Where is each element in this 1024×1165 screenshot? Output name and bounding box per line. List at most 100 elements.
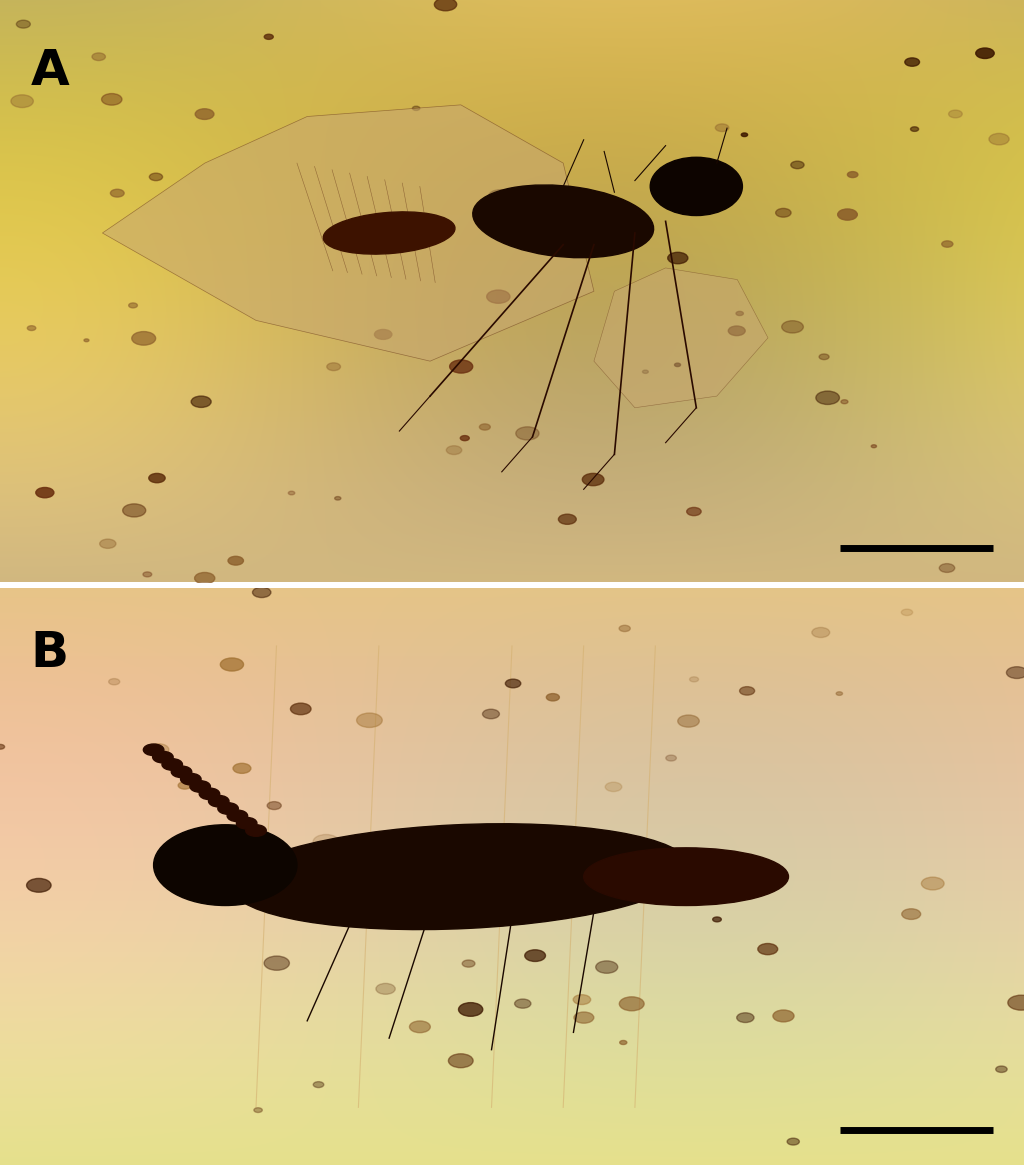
Circle shape [413,106,420,111]
Circle shape [129,303,137,308]
Circle shape [410,1021,430,1032]
Circle shape [573,995,591,1004]
Circle shape [716,123,729,132]
Circle shape [11,94,34,107]
Ellipse shape [324,212,455,254]
Circle shape [180,774,201,785]
Circle shape [515,1000,530,1008]
Circle shape [143,744,164,756]
Circle shape [510,834,526,843]
Circle shape [246,825,266,836]
Circle shape [736,1012,754,1023]
Ellipse shape [473,185,653,257]
Circle shape [687,508,701,516]
Circle shape [143,572,152,577]
Polygon shape [102,105,594,361]
Circle shape [171,767,191,777]
Circle shape [16,20,31,28]
Circle shape [228,557,244,565]
Circle shape [291,704,311,714]
Circle shape [605,782,622,791]
Circle shape [36,487,54,497]
Circle shape [109,678,120,685]
Circle shape [573,1012,594,1023]
Circle shape [713,917,721,922]
Circle shape [848,171,858,177]
Circle shape [781,320,804,333]
Polygon shape [594,268,768,408]
Circle shape [237,818,257,829]
Circle shape [479,424,490,430]
Circle shape [233,763,251,774]
Circle shape [446,446,462,454]
Circle shape [253,587,271,598]
Circle shape [335,496,341,500]
Circle shape [620,1040,627,1045]
Circle shape [775,209,792,217]
Text: B: B [31,629,69,677]
Circle shape [922,877,944,890]
Circle shape [689,677,698,682]
Circle shape [942,241,953,247]
Circle shape [787,1138,800,1145]
Circle shape [148,473,165,482]
Circle shape [558,514,577,524]
Circle shape [871,445,877,447]
Circle shape [819,354,829,360]
Circle shape [200,788,220,799]
Circle shape [791,161,804,169]
Circle shape [739,686,755,696]
Circle shape [459,1003,482,1016]
Circle shape [191,396,211,408]
Circle shape [596,961,617,973]
Circle shape [150,174,163,181]
Circle shape [736,311,743,316]
Circle shape [910,127,919,132]
Circle shape [153,751,173,763]
Circle shape [812,628,829,637]
Circle shape [327,362,341,370]
Circle shape [989,133,1009,144]
Ellipse shape [584,848,788,905]
Circle shape [583,473,604,486]
Circle shape [728,326,745,336]
Circle shape [289,492,295,495]
Circle shape [313,834,339,849]
Ellipse shape [650,157,742,216]
Circle shape [147,743,169,756]
Ellipse shape [231,824,690,930]
Circle shape [905,58,920,66]
Circle shape [264,956,290,970]
Circle shape [948,110,963,118]
Circle shape [132,332,156,345]
Circle shape [939,564,954,572]
Circle shape [532,224,554,235]
Circle shape [196,108,214,120]
Circle shape [434,0,457,10]
Circle shape [837,692,843,696]
Circle shape [84,339,89,341]
Circle shape [162,758,182,770]
Circle shape [92,52,105,61]
Circle shape [995,1066,1008,1073]
Circle shape [1008,995,1024,1010]
Circle shape [0,744,4,749]
Circle shape [189,781,210,792]
Circle shape [482,709,500,719]
Circle shape [642,370,648,374]
Circle shape [264,34,273,40]
Circle shape [209,796,229,807]
Circle shape [267,802,282,810]
Circle shape [976,48,994,58]
Circle shape [123,503,145,517]
Circle shape [901,609,912,615]
Circle shape [547,693,559,701]
Circle shape [486,290,510,303]
Circle shape [620,997,644,1011]
Circle shape [506,679,521,687]
Circle shape [254,1108,262,1113]
Circle shape [620,626,631,631]
Circle shape [516,426,539,440]
Circle shape [449,1054,473,1067]
Circle shape [675,363,681,367]
